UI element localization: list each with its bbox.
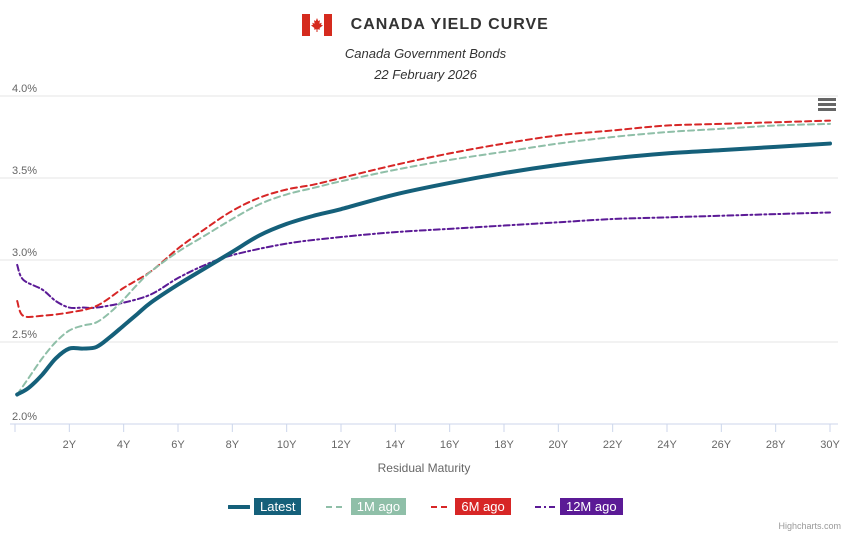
x-tick-label: 6Y xyxy=(171,439,185,451)
y-axis: 2.0% 2.5% 3.0% 3.5% 4.0% xyxy=(12,83,37,423)
series-line-12m-ago xyxy=(16,211,831,310)
chart-title: CANADA YIELD CURVE xyxy=(350,16,549,33)
legend-item-latest[interactable]: Latest xyxy=(227,498,302,516)
y-tick-label: 3.5% xyxy=(12,165,37,177)
legend-item-6m-ago[interactable]: 6M ago xyxy=(430,498,511,516)
x-tick-label: 2Y xyxy=(63,439,77,451)
x-tick-label: 4Y xyxy=(117,439,131,451)
legend-swatch-latest xyxy=(227,504,252,509)
chart-subtitle: Canada Government Bonds xyxy=(344,46,507,61)
x-tick-label: 26Y xyxy=(712,439,732,451)
x-tick-label: 30Y xyxy=(820,439,840,451)
legend-swatch-6m-ago xyxy=(430,505,451,508)
x-tick-label: 20Y xyxy=(549,439,569,451)
x-tick-label: 14Y xyxy=(386,439,406,451)
x-tick-label: 28Y xyxy=(766,439,786,451)
x-axis-title: Residual Maturity xyxy=(378,461,471,475)
chart-date: 22 February 2026 xyxy=(374,67,477,82)
series-line-6m-ago xyxy=(16,119,831,318)
canada-flag-icon xyxy=(302,14,333,36)
x-tick-label: 10Y xyxy=(277,439,297,451)
legend-item-12m-ago[interactable]: 12M ago xyxy=(534,498,623,516)
chart-legend: Latest 1M ago 6M ago 12M ago xyxy=(0,498,851,516)
legend-item-1m-ago[interactable]: 1M ago xyxy=(325,498,407,516)
legend-label-1m-ago: 1M ago xyxy=(350,498,407,516)
series-line-1m-ago xyxy=(16,122,831,396)
x-tick-label: 18Y xyxy=(494,439,514,451)
y-tick-label: 2.5% xyxy=(12,329,37,341)
y-tick-label: 2.0% xyxy=(12,411,37,423)
credits-link[interactable]: Highcharts.com xyxy=(778,521,841,531)
hamburger-menu-icon[interactable] xyxy=(818,98,836,112)
y-tick-label: 4.0% xyxy=(12,83,37,95)
legend-swatch-1m-ago xyxy=(326,505,347,508)
grid-lines xyxy=(0,95,838,343)
x-tick-label: 16Y xyxy=(440,439,460,451)
legend-label-6m-ago: 6M ago xyxy=(455,498,511,516)
series-lines xyxy=(15,119,832,397)
x-tick-label: 22Y xyxy=(603,439,623,451)
x-axis: 2Y 4Y 6Y 8Y 10Y 12Y 14Y 16Y 18Y 20Y 22Y 24Y 26Y 28Y 30… xyxy=(10,423,840,451)
x-tick-label: 12Y xyxy=(331,439,351,451)
x-tick-label: 8Y xyxy=(226,439,240,451)
legend-label-latest: Latest xyxy=(254,498,302,516)
legend-swatch-12m-ago xyxy=(535,505,556,508)
y-tick-label: 3.0% xyxy=(12,247,37,259)
series-line-latest xyxy=(15,141,832,397)
legend-label-12m-ago: 12M ago xyxy=(559,498,623,516)
chart-title-row: CANADA YIELD CURVE xyxy=(0,14,851,36)
x-tick-label: 24Y xyxy=(657,439,677,451)
